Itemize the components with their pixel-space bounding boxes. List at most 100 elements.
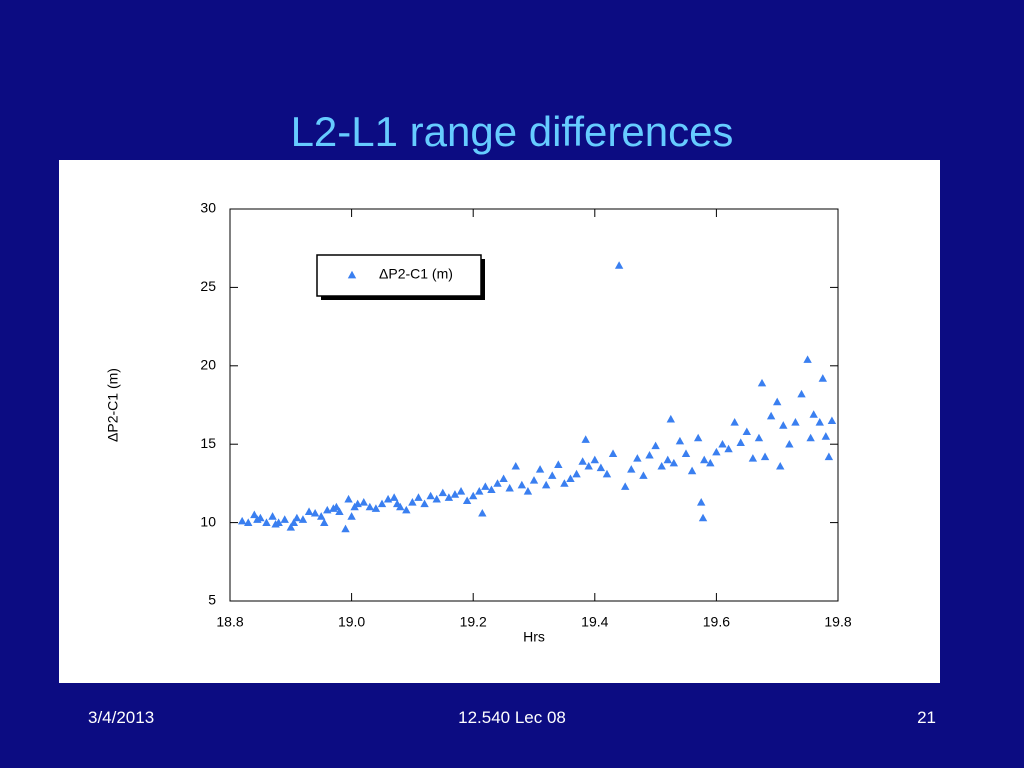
scatter-point bbox=[541, 480, 551, 489]
scatter-point bbox=[359, 498, 368, 506]
scatter-point bbox=[298, 515, 308, 523]
x-tick-label: 19.8 bbox=[824, 614, 851, 630]
scatter-point bbox=[450, 490, 460, 498]
scatter-point bbox=[803, 355, 812, 363]
chart-panel bbox=[59, 160, 940, 683]
legend-label: ΔP2-C1 (m) bbox=[379, 266, 453, 282]
scatter-point bbox=[766, 411, 776, 420]
scatter-point bbox=[663, 455, 672, 464]
scatter-point bbox=[335, 507, 344, 515]
x-tick-label: 19.6 bbox=[703, 614, 730, 630]
scatter-point bbox=[523, 487, 533, 495]
scatter-point bbox=[365, 502, 375, 511]
scatter-point bbox=[776, 461, 785, 470]
y-tick-label: 15 bbox=[200, 435, 216, 451]
scatter-point bbox=[389, 493, 399, 501]
scatter-point bbox=[408, 498, 417, 506]
scatter-point bbox=[444, 493, 454, 501]
scatter-point bbox=[724, 444, 733, 453]
scatter-point bbox=[736, 438, 745, 446]
scatter-point bbox=[469, 491, 478, 500]
scatter-point bbox=[499, 474, 508, 483]
scatter-point bbox=[402, 505, 411, 514]
scatter-point bbox=[289, 518, 299, 526]
scatter-point bbox=[730, 418, 739, 426]
scatter-point bbox=[396, 502, 405, 511]
scatter-point bbox=[797, 389, 806, 398]
y-tick-label: 10 bbox=[200, 513, 216, 529]
course: 12.540 Lec 08 bbox=[458, 708, 566, 727]
x-axis-label: Hrs bbox=[523, 629, 545, 645]
scatter-point bbox=[698, 513, 708, 522]
scatter-point bbox=[517, 480, 527, 489]
scatter-point bbox=[487, 485, 496, 494]
scatter-point bbox=[320, 518, 329, 526]
scatter-point bbox=[700, 455, 709, 464]
scatter-point bbox=[475, 487, 484, 495]
scatter-point bbox=[414, 493, 423, 501]
plot-frame bbox=[229, 208, 839, 602]
scatter-point bbox=[481, 482, 490, 490]
chart: Hrs ΔP2-C1 (m) 5 10 15 20 25 30 18.8 19.0 19.2 19… bbox=[59, 160, 940, 683]
scatter-point bbox=[608, 449, 618, 457]
scatter-point bbox=[572, 469, 581, 478]
scatter-point bbox=[566, 474, 575, 483]
y-axis-label: ΔP2-C1 (m) bbox=[105, 368, 121, 442]
scatter-point bbox=[760, 452, 770, 461]
scatter-point bbox=[371, 504, 381, 512]
scatter-point bbox=[621, 482, 630, 490]
scatter-point bbox=[529, 476, 539, 484]
scatter-point bbox=[535, 465, 545, 473]
scatter-point bbox=[560, 479, 569, 487]
scatter-point bbox=[280, 515, 289, 523]
scatter-point bbox=[462, 496, 472, 505]
scatter-point bbox=[268, 512, 277, 520]
slide-title: L2-L1 range differences bbox=[290, 108, 734, 155]
scatter-point bbox=[602, 469, 612, 478]
scatter-point bbox=[478, 508, 487, 517]
scatter-point bbox=[669, 458, 679, 467]
scatter-point bbox=[438, 488, 447, 497]
y-tick-label: 30 bbox=[200, 200, 216, 216]
scatter-point bbox=[274, 518, 283, 526]
scatter-point bbox=[292, 513, 302, 522]
scatter-point bbox=[614, 261, 624, 269]
scatter-point bbox=[773, 397, 782, 406]
scatter-point bbox=[456, 487, 466, 495]
scatter-point bbox=[310, 508, 320, 517]
scatter-point bbox=[548, 471, 557, 479]
legend-marker bbox=[347, 270, 357, 279]
scatter-point bbox=[712, 447, 721, 456]
scatter-point bbox=[554, 460, 563, 468]
scatter-point bbox=[748, 454, 758, 462]
y-tick-label: 5 bbox=[208, 592, 216, 608]
scatter-point bbox=[824, 452, 834, 461]
scatter-point bbox=[633, 454, 642, 462]
scatter-point bbox=[675, 436, 685, 445]
scatter-point bbox=[332, 502, 341, 511]
scatter-point bbox=[791, 418, 800, 426]
x-tick-label: 18.8 bbox=[216, 614, 243, 630]
scatter-point bbox=[639, 471, 648, 479]
scatter-point bbox=[757, 378, 767, 387]
scatter-point bbox=[493, 479, 502, 487]
scatter-point bbox=[578, 457, 587, 465]
date: 3/4/2013 bbox=[88, 708, 155, 727]
scatter-point bbox=[250, 510, 259, 519]
scatter-point bbox=[304, 507, 314, 515]
scatter-point bbox=[420, 499, 429, 508]
scatter-point bbox=[687, 466, 697, 475]
scatter-point bbox=[821, 432, 831, 440]
scatter-point bbox=[237, 516, 247, 525]
scatter-point bbox=[818, 374, 827, 382]
scatter-point bbox=[377, 499, 387, 508]
scatter-point bbox=[596, 463, 606, 472]
scatter-point bbox=[645, 450, 654, 459]
x-tick-label: 19.0 bbox=[338, 614, 365, 630]
scatter-point bbox=[827, 416, 837, 425]
scatter-point bbox=[681, 449, 691, 457]
scatter-point bbox=[262, 518, 271, 526]
x-tick-label: 19.2 bbox=[460, 614, 487, 630]
scatter-point bbox=[697, 498, 706, 506]
scatter-point bbox=[341, 524, 350, 533]
